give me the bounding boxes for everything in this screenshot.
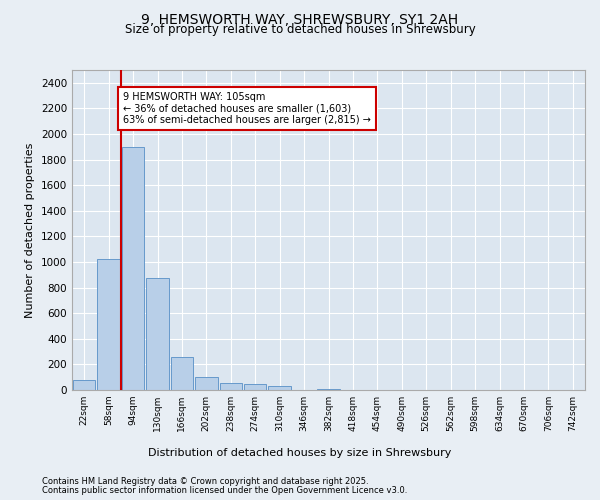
Bar bbox=[146, 278, 169, 390]
Text: Contains HM Land Registry data © Crown copyright and database right 2025.: Contains HM Land Registry data © Crown c… bbox=[42, 478, 368, 486]
Text: Size of property relative to detached houses in Shrewsbury: Size of property relative to detached ho… bbox=[125, 22, 475, 36]
Text: Contains public sector information licensed under the Open Government Licence v3: Contains public sector information licen… bbox=[42, 486, 407, 495]
Bar bbox=[122, 147, 145, 390]
Text: 9, HEMSWORTH WAY, SHREWSBURY, SY1 2AH: 9, HEMSWORTH WAY, SHREWSBURY, SY1 2AH bbox=[142, 12, 458, 26]
Y-axis label: Number of detached properties: Number of detached properties bbox=[25, 142, 35, 318]
Bar bbox=[268, 386, 291, 390]
Bar bbox=[220, 383, 242, 390]
Bar bbox=[244, 384, 266, 390]
Bar bbox=[195, 376, 218, 390]
Text: Distribution of detached houses by size in Shrewsbury: Distribution of detached houses by size … bbox=[148, 448, 452, 458]
Bar bbox=[170, 356, 193, 390]
Text: 9 HEMSWORTH WAY: 105sqm
← 36% of detached houses are smaller (1,603)
63% of semi: 9 HEMSWORTH WAY: 105sqm ← 36% of detache… bbox=[124, 92, 371, 125]
Bar bbox=[97, 259, 120, 390]
Bar bbox=[73, 380, 95, 390]
